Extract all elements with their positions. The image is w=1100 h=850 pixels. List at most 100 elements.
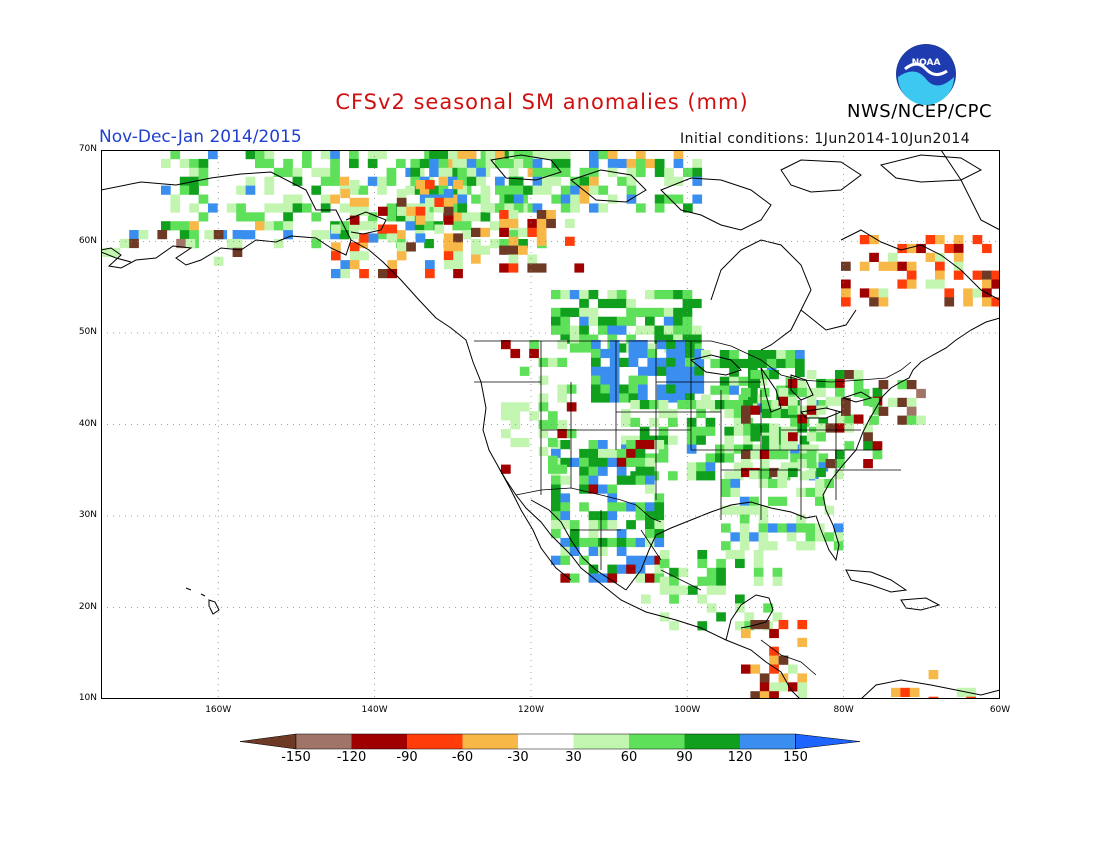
anomaly-cell [471, 227, 481, 237]
anomaly-cell [569, 529, 580, 539]
anomaly-cell [666, 366, 676, 376]
anomaly-cell [656, 393, 667, 403]
anomaly-cell [589, 176, 599, 186]
anomaly-cell [692, 194, 703, 204]
anomaly-cell [529, 340, 539, 350]
anomaly-cell [872, 450, 883, 460]
anomaly-cell [569, 546, 580, 556]
anomaly-cell [626, 448, 636, 459]
anomaly-cell [232, 230, 243, 240]
anomaly-cell [518, 227, 528, 237]
anomaly-cell [769, 423, 779, 433]
anomaly-cell [696, 462, 706, 472]
anomaly-cell [706, 603, 717, 613]
anomaly-cell [560, 316, 571, 326]
anomaly-cell [179, 221, 190, 231]
anomaly-cell [686, 400, 697, 410]
anomaly-cell [635, 564, 646, 574]
anomaly-cell [769, 691, 779, 699]
anomaly-cell [226, 203, 237, 213]
anomaly-cell [739, 514, 750, 524]
anomaly-cell [557, 420, 568, 430]
lat-tick-label: 70N [78, 144, 97, 154]
anomaly-cell [569, 325, 580, 335]
anomaly-cell [788, 432, 798, 442]
anomaly-cell [686, 471, 697, 481]
anomaly-cell [236, 212, 246, 222]
anomaly-cell [772, 576, 783, 586]
anomaly-cell [685, 366, 695, 376]
anomaly-cell [835, 450, 845, 460]
anomaly-cell [387, 260, 398, 270]
anomaly-cell [786, 523, 797, 533]
anomaly-cell [654, 334, 665, 344]
anomaly-cell [639, 400, 650, 410]
anomaly-cell [588, 564, 599, 574]
anomaly-cell [797, 682, 808, 692]
anomaly-cell [501, 464, 511, 474]
anomaly-cell [769, 441, 779, 451]
anomaly-cell [569, 343, 580, 353]
anomaly-cell [589, 158, 599, 169]
anomaly-cell [438, 167, 449, 177]
anomaly-cell [349, 180, 360, 190]
anomaly-cell [565, 218, 575, 229]
map-title: CFSv2 seasonal SM anomalies (mm) [335, 90, 749, 114]
anomaly-cell [696, 400, 706, 410]
anomaly-cell [972, 270, 983, 280]
anomaly-cell [546, 218, 556, 229]
lat-tick-label: 10N [78, 693, 97, 703]
anomaly-cell [434, 224, 445, 234]
anomaly-cell [636, 203, 646, 213]
anomaly-cell [255, 158, 265, 169]
anomaly-cell [645, 555, 655, 565]
anomaly-cell [739, 505, 750, 515]
anomaly-cell [406, 242, 416, 252]
anomaly-cell [797, 423, 808, 433]
anomaly-cell [772, 567, 783, 577]
anomaly-cell [626, 298, 636, 309]
anomaly-cell [692, 158, 703, 169]
anomaly-cell [697, 594, 708, 604]
anomaly-cell [645, 158, 656, 169]
anomaly-cell [598, 150, 609, 160]
anomaly-cell [551, 475, 561, 485]
anomaly-cell [532, 176, 543, 186]
anomaly-cell [457, 185, 468, 195]
anomaly-cell [982, 270, 992, 280]
anomaly-cell [396, 188, 407, 199]
anomaly-cell [513, 203, 524, 213]
anomaly-cell [598, 448, 608, 459]
anomaly-cell [692, 176, 703, 186]
anomaly-cell [471, 239, 481, 249]
anomaly-cell [685, 384, 695, 394]
anomaly-cell [753, 567, 764, 577]
anomaly-cell [579, 325, 589, 335]
anomaly-cell [236, 203, 246, 213]
anomaly-cell [654, 573, 665, 583]
anomaly-cell [410, 176, 421, 186]
anomaly-cell [560, 573, 571, 583]
anomaly-cell [189, 230, 199, 240]
anomaly-cell [645, 573, 655, 583]
anomaly-cell [869, 252, 879, 262]
anomaly-cell [471, 254, 481, 264]
anomaly-cell [340, 260, 351, 270]
anomaly-cell [682, 316, 693, 326]
anomaly-cell [628, 375, 639, 385]
anomaly-cell [311, 230, 322, 240]
anomaly-cell [588, 457, 599, 467]
anomaly-cell [758, 532, 769, 542]
anomaly-cell [405, 221, 416, 231]
anomaly-cell [485, 203, 496, 213]
anomaly-cell [415, 215, 426, 225]
anomaly-cell [560, 555, 571, 565]
anomaly-cell [956, 687, 967, 697]
anomaly-cell [480, 203, 491, 213]
anomaly-cell [311, 239, 322, 249]
anomaly-cell [724, 444, 735, 454]
anomaly-cell [589, 185, 599, 195]
anomaly-cell [835, 378, 845, 389]
anomaly-cell [598, 325, 608, 335]
anomaly-cell [560, 520, 571, 530]
